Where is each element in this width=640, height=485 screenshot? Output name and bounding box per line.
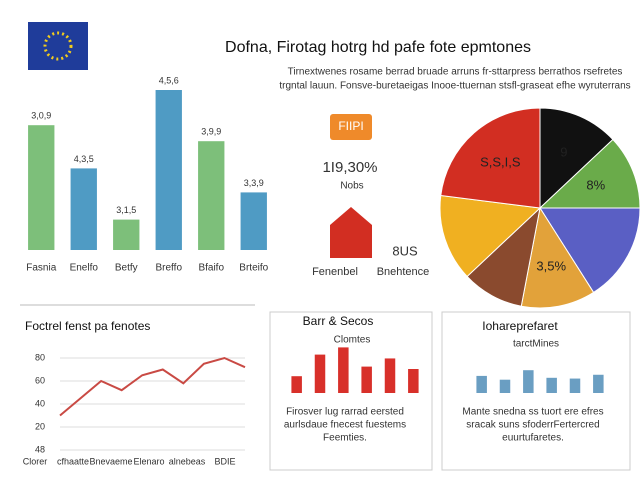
y-tick-label: 40 bbox=[35, 398, 45, 408]
x-tick-label: Bnevaeme bbox=[89, 456, 132, 466]
bar bbox=[361, 366, 372, 393]
panel-subtitle: Clomtes bbox=[334, 335, 371, 346]
slice-label: 8% bbox=[586, 177, 605, 192]
bar bbox=[546, 377, 557, 393]
bar bbox=[291, 376, 302, 393]
line bbox=[59, 356, 246, 417]
title: Dofna, Firotag hotrg hd pafe fote epmton… bbox=[225, 39, 531, 56]
x-tick-label: Elenaro bbox=[133, 456, 164, 466]
kpi-label: Bnehtence bbox=[377, 266, 430, 278]
x-tick-label: Clorer bbox=[23, 456, 48, 466]
x-tick-label: Breffo bbox=[156, 263, 183, 274]
panel-text: Mante snedna ss tuort ere efres bbox=[462, 407, 603, 418]
y-tick-label: 20 bbox=[35, 421, 45, 431]
pie-slice bbox=[539, 107, 614, 210]
bar-label: 4,5,6 bbox=[159, 75, 179, 85]
y-tick-label: 48 bbox=[35, 444, 45, 454]
kpi-value: 1I9,30% bbox=[322, 159, 377, 176]
subtitle: trgntal lauun. Fonsve-buretaeigas Inooe-… bbox=[279, 81, 630, 92]
x-tick-label: Brteifo bbox=[239, 263, 268, 274]
x-tick-label: alnebeas bbox=[169, 456, 206, 466]
bar bbox=[499, 379, 511, 393]
x-tick-label: Bfaifo bbox=[198, 263, 224, 274]
panel-text: Feemties. bbox=[323, 433, 367, 444]
bar bbox=[198, 141, 225, 250]
flag bbox=[28, 22, 88, 70]
y-tick-label: 80 bbox=[35, 352, 45, 362]
panel-title: Foctrel fenst pa fenotes bbox=[25, 319, 150, 333]
bar bbox=[28, 125, 55, 250]
panel-text: sracak suns sfoderrFertercred bbox=[466, 420, 599, 431]
bar-label: 4,3,5 bbox=[74, 154, 94, 164]
pie-slice bbox=[520, 206, 595, 309]
panel-text: aurlsdaue fnecest fuestems bbox=[284, 420, 406, 431]
bar bbox=[240, 192, 267, 250]
slice-label: 3,5% bbox=[536, 258, 566, 273]
kpi-badge-text: FIIPI bbox=[338, 119, 363, 133]
kpi-note: Nobs bbox=[340, 181, 363, 192]
bar bbox=[523, 370, 534, 393]
flag-stars bbox=[43, 31, 73, 61]
panel bbox=[441, 311, 631, 471]
bar bbox=[155, 90, 182, 250]
y-tick-label: 60 bbox=[35, 375, 45, 385]
panel-text: Firosver lug rarrad eersted bbox=[286, 407, 404, 418]
bar bbox=[314, 354, 326, 393]
x-tick-label: BDIE bbox=[214, 456, 235, 466]
bar bbox=[408, 369, 419, 393]
panel-title: Iohareprefaret bbox=[482, 319, 558, 333]
bar bbox=[593, 374, 604, 393]
kpi-value: 8US bbox=[392, 243, 418, 258]
panel-text: euurtufaretes. bbox=[502, 433, 564, 444]
panel-subtitle: tarctMines bbox=[513, 339, 559, 350]
bar-label: 3,3,9 bbox=[244, 178, 264, 188]
kpi-label: Fenenbel bbox=[312, 266, 358, 278]
x-tick-label: cfhaatte bbox=[57, 456, 89, 466]
pie-slice bbox=[439, 194, 542, 278]
bar bbox=[384, 358, 396, 393]
slice-label: 9 bbox=[560, 144, 567, 159]
bar-label: 3,0,9 bbox=[31, 111, 51, 121]
bar-label: 3,1,5 bbox=[116, 205, 136, 215]
panel bbox=[269, 311, 433, 471]
bar bbox=[113, 219, 140, 250]
subtitle: Tirnextwenes rosame berrad bruade arruns… bbox=[288, 67, 623, 78]
kpi-badge bbox=[330, 114, 372, 140]
x-tick-label: Fasnia bbox=[26, 263, 56, 274]
panel-title: Barr & Secos bbox=[303, 314, 374, 328]
bar bbox=[338, 347, 349, 393]
bar bbox=[70, 168, 97, 250]
bar bbox=[569, 378, 581, 393]
kpi-icon bbox=[330, 207, 372, 258]
pie-slice bbox=[440, 107, 541, 209]
slice-label: S,S,I,S bbox=[480, 154, 521, 169]
x-tick-label: Betfy bbox=[115, 263, 138, 274]
x-tick-label: Enelfo bbox=[70, 263, 99, 274]
bar-label: 3,9,9 bbox=[201, 127, 221, 137]
bar bbox=[476, 375, 487, 393]
